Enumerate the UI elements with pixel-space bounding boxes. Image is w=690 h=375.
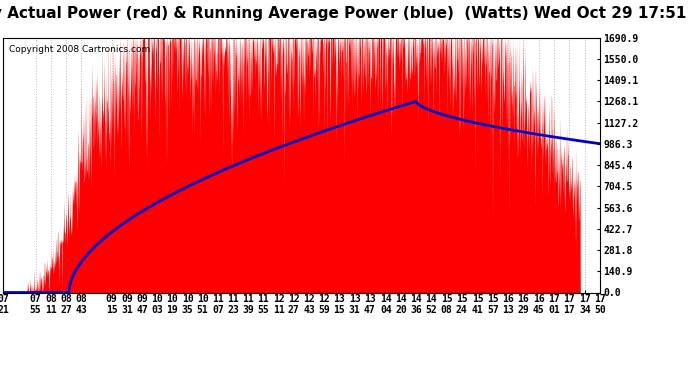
Text: Copyright 2008 Cartronics.com: Copyright 2008 Cartronics.com [10,45,150,54]
Text: West Array Actual Power (red) & Running Average Power (blue)  (Watts) Wed Oct 29: West Array Actual Power (red) & Running … [0,6,687,21]
